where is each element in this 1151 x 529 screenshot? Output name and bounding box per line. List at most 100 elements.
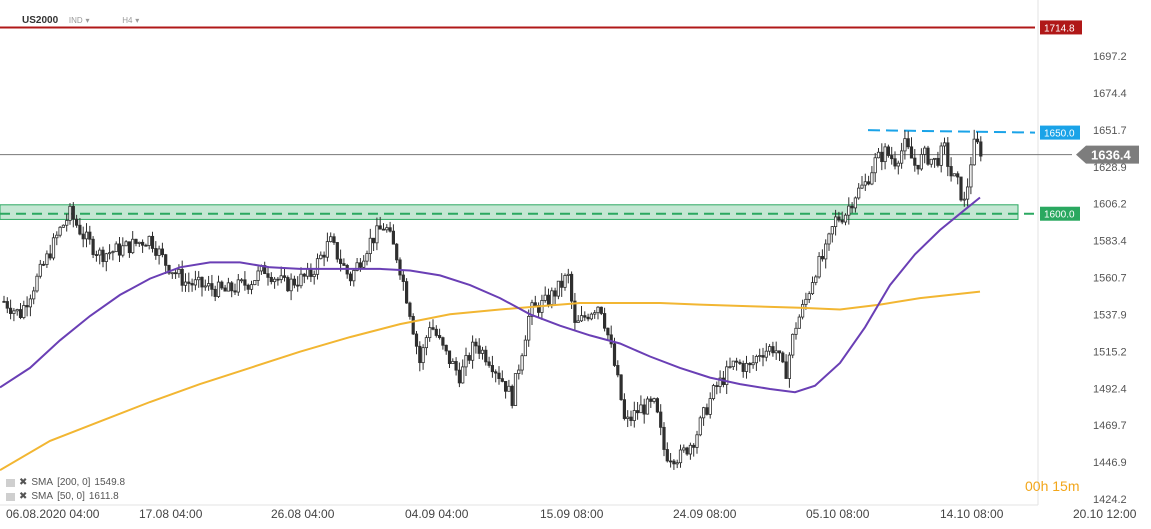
candle-body: [470, 341, 475, 361]
candle-body: [322, 254, 326, 258]
candle-body: [570, 273, 574, 302]
candle-body: [748, 362, 752, 366]
candle-body: [890, 155, 894, 160]
candle-body: [193, 279, 197, 286]
candle-body: [461, 366, 465, 384]
candle-body: [249, 284, 254, 290]
candle-body: [431, 327, 435, 330]
candle-body: [467, 355, 471, 361]
x-tick-label: 06.08.2020 04:00: [6, 507, 100, 521]
candle-body: [979, 141, 983, 157]
indicator-icon[interactable]: [6, 492, 15, 501]
candle-body: [272, 278, 277, 283]
close-icon[interactable]: ✖: [19, 491, 28, 502]
candle-body: [761, 355, 765, 358]
candle-body: [78, 224, 82, 235]
candle-body: [731, 360, 735, 368]
candle-body: [952, 173, 957, 177]
candle-body: [299, 273, 303, 287]
candle-body: [814, 276, 818, 283]
sma50-legend: ✖ SMA [50, 0] 1611.8: [6, 491, 119, 502]
chart-header: US2000 IND ▾ H4 ▾: [22, 15, 139, 26]
candle-body: [784, 361, 788, 379]
candle-body: [121, 245, 125, 256]
candle-body: [517, 369, 521, 374]
chevron-down-icon[interactable]: ▾: [135, 16, 140, 25]
candle-body: [114, 243, 118, 253]
legend-label: SMA: [31, 477, 54, 488]
candle-body: [457, 369, 462, 384]
close-icon[interactable]: ✖: [19, 477, 28, 488]
legend-params: [50, 0]: [57, 491, 85, 502]
candle-body: [566, 273, 570, 276]
group-label[interactable]: IND: [68, 16, 83, 25]
candle-body: [42, 263, 46, 266]
candle-body: [127, 241, 131, 254]
candle-body: [160, 248, 164, 256]
candle-body: [239, 279, 244, 282]
legend-params: [200, 0]: [57, 477, 91, 488]
candle-body: [827, 233, 831, 245]
candle-body: [187, 281, 191, 284]
candle-body: [652, 398, 656, 402]
candle-body: [464, 355, 468, 368]
candle-body: [71, 205, 75, 220]
candle-body: [8, 307, 13, 314]
candle-body: [698, 417, 702, 436]
candle-body: [48, 253, 52, 259]
symbol-label[interactable]: US2000: [22, 15, 59, 26]
candle-body: [325, 241, 330, 258]
y-tick-label: 1515.2: [1093, 346, 1127, 358]
candle-body: [867, 181, 871, 185]
candle-body: [378, 225, 382, 230]
candle-body: [636, 410, 640, 414]
candle-body: [296, 284, 300, 287]
chevron-down-icon[interactable]: ▾: [85, 16, 90, 25]
candle-body: [560, 280, 564, 288]
resistance-tag-text: 1714.8: [1044, 23, 1075, 34]
timeframe-label[interactable]: H4: [122, 16, 133, 25]
candle-body: [837, 216, 841, 221]
candle-body: [589, 313, 594, 320]
candle-body: [520, 355, 524, 371]
candle-body: [586, 316, 590, 320]
candle-body: [61, 224, 66, 228]
candle-body: [200, 276, 204, 288]
candle-body: [28, 298, 33, 308]
candle-body: [883, 146, 887, 163]
y-tick-label: 1674.4: [1093, 88, 1127, 100]
candle-body: [414, 333, 419, 347]
candle-body: [401, 274, 405, 282]
candle-body: [183, 281, 188, 286]
candle-body: [612, 343, 617, 366]
candle-body: [236, 279, 240, 293]
candle-body: [751, 362, 755, 366]
candle-body: [527, 315, 531, 341]
candle-body: [154, 248, 158, 256]
level-1650-tag-text: 1650.0: [1044, 129, 1075, 140]
candle-body: [546, 294, 551, 305]
candle-body: [167, 264, 171, 274]
candle-body: [358, 262, 363, 268]
candle-body: [735, 360, 739, 363]
candle-body: [609, 334, 613, 345]
candle-body: [494, 371, 498, 374]
candle-body: [411, 316, 415, 335]
candle-body: [738, 361, 742, 364]
candle-body: [906, 138, 910, 148]
candle-body: [140, 241, 145, 246]
candle-body: [919, 154, 924, 170]
candle-body: [269, 276, 273, 283]
candle-body: [969, 164, 973, 188]
candle-body: [147, 235, 151, 246]
candle-timer: 00h 15m: [1025, 478, 1080, 494]
candle-body: [144, 244, 148, 247]
candle-body: [942, 142, 947, 147]
candle-body: [695, 434, 699, 448]
candle-body: [94, 254, 98, 256]
candle-body: [365, 253, 369, 262]
candle-body: [754, 356, 759, 364]
candle-body: [286, 277, 290, 292]
indicator-icon[interactable]: [6, 478, 15, 487]
